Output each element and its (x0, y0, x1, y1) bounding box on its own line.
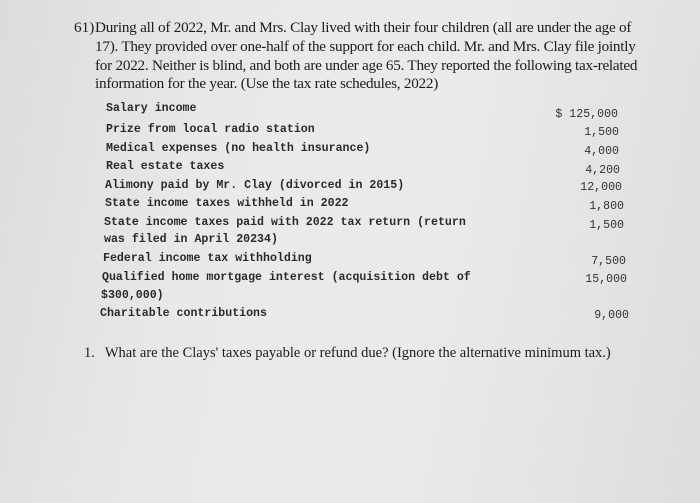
intro-line: information for the year. (Use the tax r… (95, 75, 439, 93)
item-label: Salary income (106, 102, 197, 115)
item-value: 4,000 (584, 145, 619, 158)
intro-line: During all of 2022, Mr. and Mrs. Clay li… (95, 19, 632, 36)
question-text: What are the Clays' taxes payable or ref… (104, 345, 611, 361)
item-value: 7,500 (591, 255, 626, 268)
item-value: 1,500 (589, 219, 624, 232)
problem-intro: 61) During all of 2022, Mr. and Mrs. Cla… (74, 19, 674, 94)
problem-number: 61) (74, 19, 95, 36)
item-label: Real estate taxes (106, 160, 225, 173)
item-label: State income taxes paid with 2022 tax re… (104, 216, 466, 229)
item-label: State income taxes withheld in 2022 (105, 197, 349, 210)
item-value: $ 125,000 (555, 108, 618, 121)
question: 1. What are the Clays' taxes payable or r… (84, 345, 621, 362)
item-label: Medical expenses (no health insurance) (106, 142, 371, 155)
item-label: Qualified home mortgage interest (acquis… (102, 271, 471, 284)
item-label: Charitable contributions (100, 307, 267, 320)
item-value: 12,000 (580, 181, 622, 194)
item-value: 1,800 (589, 200, 624, 213)
item-label-cont: $300,000) (101, 289, 164, 302)
question-number: 1. (84, 345, 95, 361)
item-label-cont: was filed in April 20234) (104, 233, 278, 246)
intro-line: 17). They provided over one-half of the … (95, 37, 636, 55)
intro-line: for 2022. Neither is blind, and both are… (95, 56, 638, 74)
item-value: 9,000 (594, 309, 629, 322)
item-label: Federal income tax withholding (103, 252, 312, 265)
item-label: Alimony paid by Mr. Clay (divorced in 20… (105, 179, 405, 192)
item-value: 4,200 (585, 164, 620, 177)
item-value: 15,000 (585, 273, 627, 286)
item-label: Prize from local radio station (106, 123, 315, 136)
item-value: 1,500 (584, 126, 619, 139)
